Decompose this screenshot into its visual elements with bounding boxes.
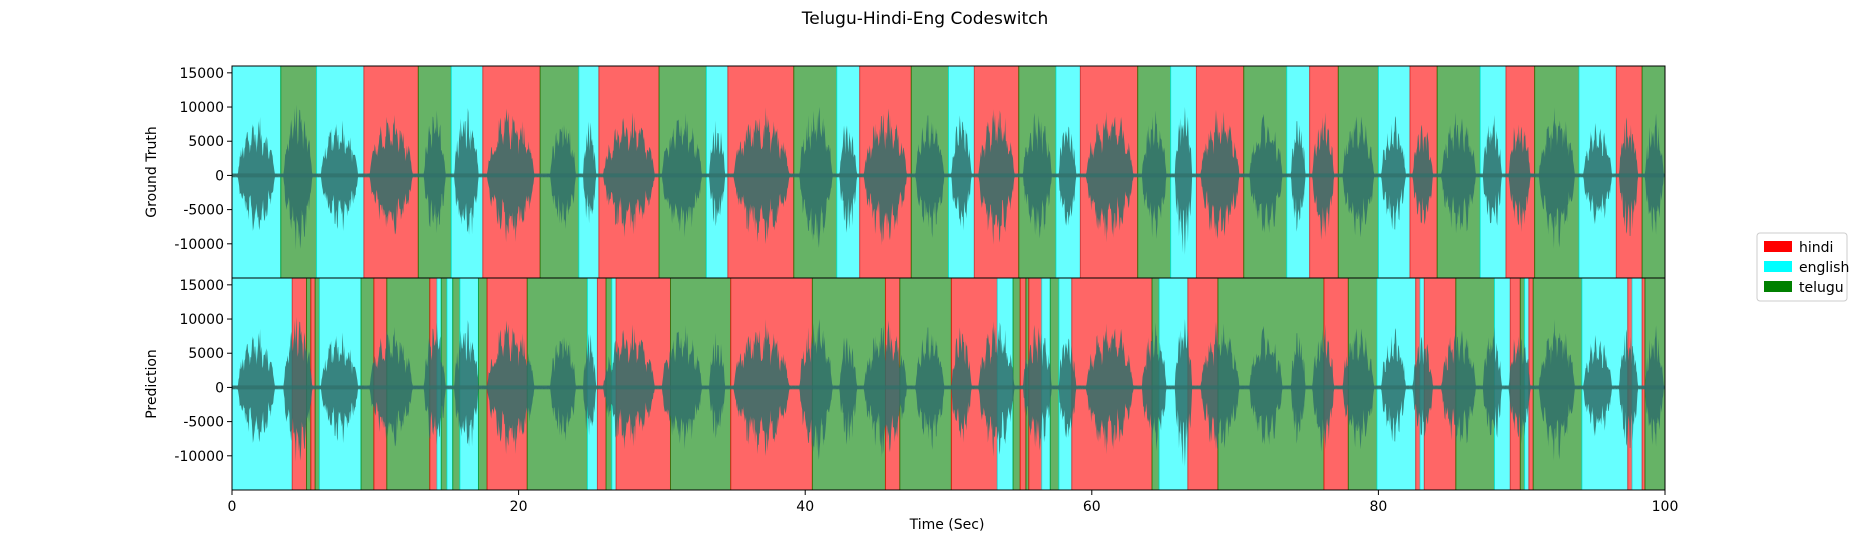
y-tick-label: 5000 [188, 134, 224, 150]
y-tick-label: -10000 [174, 237, 224, 253]
legend: hindi english telugu [1756, 232, 1849, 302]
prediction-y-axis: 15000 10000 5000 0 -5000 -10000 [174, 278, 232, 465]
x-tick-label: 0 [228, 499, 237, 515]
legend-swatch-english [1764, 261, 1792, 272]
legend-label-english: english [1799, 260, 1849, 276]
x-tick-label: 40 [796, 499, 814, 515]
ground-truth-y-axis: 15000 10000 5000 0 -5000 -10000 [174, 66, 232, 253]
y-tick-label: 15000 [179, 66, 224, 82]
y-tick-label: 5000 [188, 346, 224, 362]
segment-english [446, 277, 454, 491]
waveform-trace [232, 104, 1665, 255]
prediction-ylabel: Prediction [144, 349, 160, 419]
segment-telugu [477, 277, 488, 491]
x-tick-label: 80 [1369, 499, 1387, 515]
legend-label-telugu: telugu [1799, 280, 1844, 296]
prediction-waveform [232, 316, 1665, 467]
x-axis: 0 20 40 60 80 100 [228, 490, 1679, 515]
x-tick-label: 100 [1652, 499, 1679, 515]
y-tick-label: 0 [215, 168, 224, 184]
x-axis-title: Time (Sec) [909, 517, 985, 533]
legend-swatch-telugu [1764, 281, 1792, 292]
x-tick-label: 20 [510, 499, 528, 515]
y-tick-label: -10000 [174, 449, 224, 465]
y-tick-label: 0 [215, 380, 224, 396]
ground-truth-ylabel: Ground Truth [144, 126, 160, 217]
segment-telugu [314, 277, 320, 491]
y-tick-label: 10000 [179, 100, 224, 116]
legend-swatch-hindi [1764, 241, 1792, 252]
legend-label-hindi: hindi [1799, 240, 1833, 256]
y-tick-label: 10000 [179, 312, 224, 328]
ground-truth-panel: 15000 10000 5000 0 -5000 -10000 Ground Truth [144, 65, 1666, 279]
ground-truth-waveform [232, 104, 1665, 255]
y-tick-label: -5000 [183, 415, 224, 431]
y-tick-label: -5000 [183, 203, 224, 219]
prediction-panel: 15000 10000 5000 0 -5000 -10000 Prediction [144, 277, 1666, 491]
chart-title: Telugu-Hindi-Eng Codeswitch [801, 9, 1049, 29]
prediction-frame [231, 277, 1666, 491]
waveform-trace [232, 316, 1665, 467]
x-tick-label: 60 [1083, 499, 1101, 515]
y-tick-label: 15000 [179, 278, 224, 294]
